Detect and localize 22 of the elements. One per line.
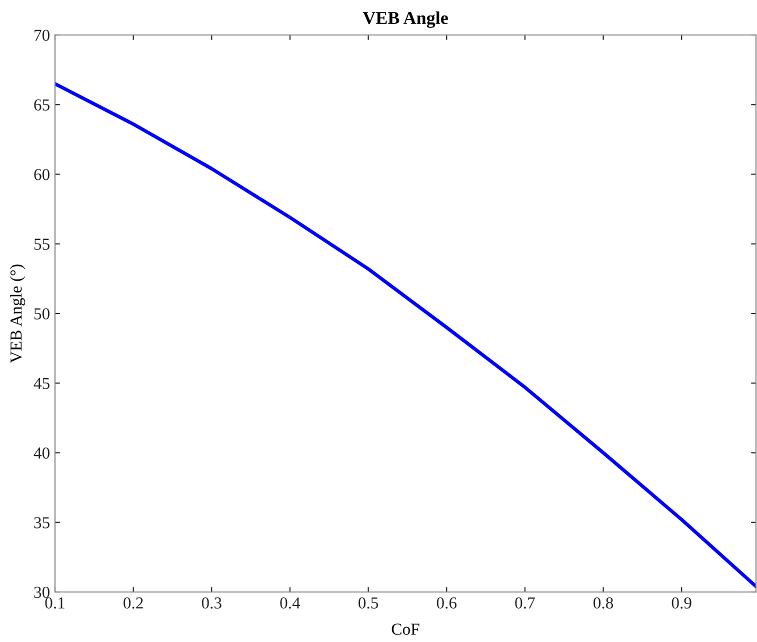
y-tick-label: 45 <box>34 378 50 390</box>
y-tick-label: 35 <box>34 517 50 528</box>
x-tick-label: 0.3 <box>202 597 222 609</box>
y-tick-label: 55 <box>34 238 50 250</box>
x-tick-label: 0.2 <box>124 597 143 609</box>
y-tick-label: 60 <box>34 168 50 180</box>
x-tick-label: 0.8 <box>593 597 614 609</box>
x-tick-label: 0.5 <box>358 597 378 609</box>
x-tick-label: 0.7 <box>515 597 535 609</box>
y-tick-label: 40 <box>34 447 50 459</box>
y-axis-title: VEB Angle (°) <box>10 264 26 363</box>
x-tick-label: 0.4 <box>280 597 300 609</box>
line-series <box>55 82 756 588</box>
x-tick-label: 0.1 <box>45 597 64 609</box>
x-tick-label: 0.6 <box>436 597 457 609</box>
y-tick-label: 70 <box>34 30 50 41</box>
y-tick-label: 30 <box>34 586 50 598</box>
x-tick-label: 0.9 <box>672 597 692 609</box>
y-tick-label: 65 <box>34 99 50 111</box>
y-tick-label: 50 <box>34 308 50 320</box>
x-axis-title: CoF <box>392 624 420 635</box>
chart-title: VEB Angle <box>362 11 448 28</box>
